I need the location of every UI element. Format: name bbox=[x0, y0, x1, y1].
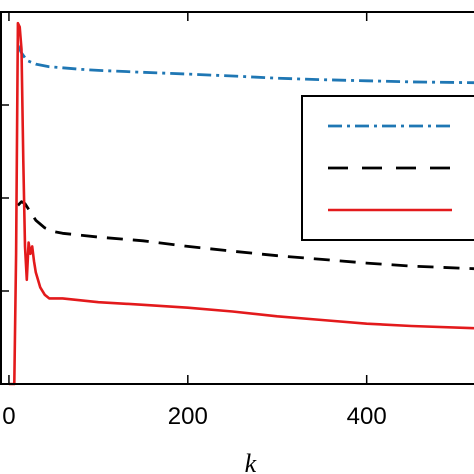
series-line-2 bbox=[16, 200, 474, 271]
series-line-3 bbox=[8, 21, 474, 386]
x-tick-label: 0 bbox=[2, 403, 15, 430]
x-tick-label: 400 bbox=[347, 403, 387, 430]
axis-layer: 0 200 400 bbox=[0, 11, 474, 430]
x-axis-label: k bbox=[245, 449, 257, 474]
x-tick-label: 200 bbox=[168, 403, 208, 430]
series-line-1 bbox=[16, 44, 474, 85]
series-layer bbox=[8, 21, 474, 386]
legend bbox=[301, 95, 474, 241]
